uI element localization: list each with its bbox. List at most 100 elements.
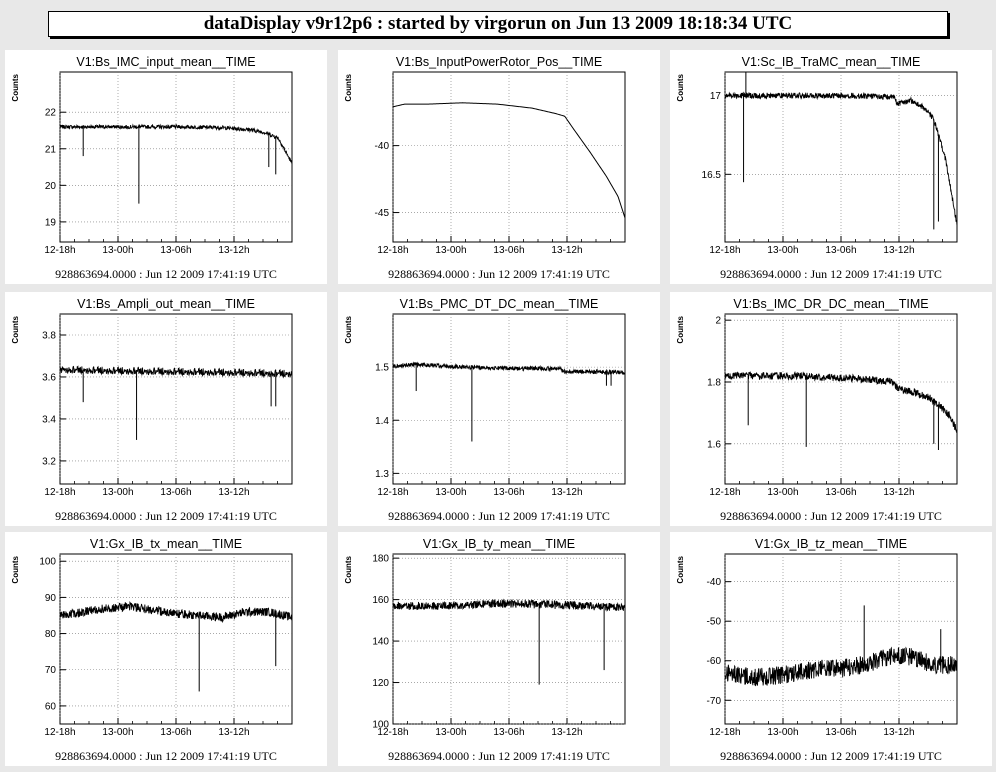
x-tick-label: 12-18h — [709, 727, 740, 738]
chart-panel: V1:Gx_IB_tz_mean__TIME 12-18h 13-00h 13-06h… — [670, 532, 992, 766]
x-tick-label: 13-06h — [160, 487, 191, 498]
x-tick-label: 13-00h — [102, 487, 133, 498]
chart-title: V1:Bs_InputPowerRotor_Pos__TIME — [396, 55, 602, 69]
x-tick-label: 12-18h — [377, 727, 408, 738]
x-tick-label: 12-18h — [709, 487, 740, 498]
chart-title: V1:Bs_PMC_DT_DC_mean__TIME — [400, 297, 599, 311]
x-tick-label: 12-18h — [377, 245, 408, 256]
y-tick-label: 160 — [372, 595, 389, 606]
x-tick-label: 13-00h — [435, 727, 466, 738]
y-tick-label: 120 — [372, 678, 389, 689]
y-tick-label: 1.6 — [707, 439, 721, 450]
y-tick-label: 17 — [710, 91, 722, 102]
y-tick-label: 100 — [372, 720, 389, 731]
x-tick-label: 13-06h — [493, 727, 524, 738]
y-tick-label: 19 — [45, 217, 57, 228]
data-series-line — [393, 102, 625, 219]
y-tick-label: -40 — [375, 141, 390, 152]
chart-footer: 928863694.0000 : Jun 12 2009 17:41:19 UT… — [55, 509, 277, 523]
y-tick-label: 80 — [45, 629, 57, 640]
x-tick-label: 12-18h — [709, 245, 740, 256]
y-axis-label: Counts — [676, 555, 685, 583]
y-tick-label: -40 — [707, 577, 722, 588]
x-tick-label: 13-06h — [493, 245, 524, 256]
chart-title: V1:Bs_IMC_DR_DC_mean__TIME — [733, 297, 928, 311]
chart-panel: V1:Gx_IB_tx_mean__TIME 12-18h 13-00h 13-06h… — [5, 532, 327, 766]
chart-footer: 928863694.0000 : Jun 12 2009 17:41:19 UT… — [720, 267, 942, 281]
data-series-line — [725, 91, 957, 226]
series-group — [60, 123, 292, 204]
chart-title: V1:Gx_IB_tx_mean__TIME — [90, 537, 242, 551]
series-group — [393, 361, 625, 442]
chart-svg: V1:Bs_PMC_DT_DC_mean__TIME 12-18h 13-00h 13… — [344, 297, 626, 523]
y-tick-label: 3.6 — [42, 372, 56, 383]
chart-footer: 928863694.0000 : Jun 12 2009 17:41:19 UT… — [388, 509, 610, 523]
x-tick-label: 13-00h — [435, 245, 466, 256]
y-tick-label: 16.5 — [702, 170, 722, 181]
y-tick-label: 1.5 — [375, 363, 389, 374]
chart-title: V1:Bs_IMC_input_mean__TIME — [76, 55, 255, 69]
y-tick-label: 1.3 — [375, 469, 389, 480]
chart-svg: V1:Bs_Ampli_out_mean__TIME 12-18h 13-00h 13… — [11, 297, 293, 523]
chart-panel: V1:Bs_Ampli_out_mean__TIME 12-18h 13-00h 13… — [5, 292, 327, 526]
x-tick-label: 12-18h — [44, 727, 75, 738]
chart-svg: V1:Bs_IMC_input_mean__TIME 12-18h 13-00h 13… — [11, 55, 293, 281]
x-tick-label: 13-12h — [551, 727, 582, 738]
y-tick-label: 140 — [372, 637, 389, 648]
chart-title: V1:Sc_IB_TraMC_mean__TIME — [742, 55, 921, 69]
chart-title: V1:Gx_IB_tz_mean__TIME — [755, 537, 907, 551]
y-axis-label: Counts — [11, 73, 20, 101]
chart-svg: V1:Bs_IMC_DR_DC_mean__TIME 12-18h 13-00h 13… — [676, 297, 958, 523]
y-tick-label: 20 — [45, 181, 57, 192]
y-tick-label: 22 — [45, 108, 57, 119]
y-tick-label: 21 — [45, 144, 57, 155]
chart-svg: V1:Gx_IB_tz_mean__TIME 12-18h 13-00h 13-06h… — [676, 537, 958, 763]
x-tick-label: 13-00h — [102, 245, 133, 256]
series-group — [393, 102, 625, 219]
data-series-line — [725, 370, 957, 433]
chart-svg: V1:Bs_InputPowerRotor_Pos__TIME 12-18h 13-… — [344, 55, 626, 281]
x-tick-label: 13-00h — [767, 245, 798, 256]
x-tick-label: 13-00h — [767, 727, 798, 738]
x-tick-label: 13-12h — [218, 727, 249, 738]
y-tick-label: 100 — [39, 557, 56, 568]
x-tick-label: 13-12h — [218, 487, 249, 498]
chart-footer: 928863694.0000 : Jun 12 2009 17:41:19 UT… — [55, 749, 277, 763]
x-tick-label: 13-06h — [825, 245, 856, 256]
data-series-line — [725, 646, 957, 687]
x-tick-label: 13-06h — [825, 487, 856, 498]
chart-panel: V1:Bs_PMC_DT_DC_mean__TIME 12-18h 13-00h 13… — [338, 292, 660, 526]
series-group — [393, 598, 625, 685]
y-axis-label: Counts — [676, 315, 685, 343]
x-tick-label: 13-00h — [435, 487, 466, 498]
chart-svg: V1:Gx_IB_tx_mean__TIME 12-18h 13-00h 13-06h… — [11, 537, 293, 763]
series-group — [725, 370, 957, 450]
x-tick-label: 13-06h — [825, 727, 856, 738]
y-tick-label: -60 — [707, 656, 722, 667]
y-tick-label: 1.8 — [707, 378, 721, 389]
chart-svg: V1:Sc_IB_TraMC_mean__TIME 12-18h 13-00h 13-… — [676, 55, 958, 281]
chart-footer: 928863694.0000 : Jun 12 2009 17:41:19 UT… — [388, 267, 610, 281]
y-tick-label: 2 — [715, 316, 721, 327]
x-tick-label: 13-06h — [493, 487, 524, 498]
y-tick-label: 60 — [45, 701, 57, 712]
data-series-line — [60, 601, 292, 624]
chart-panel: V1:Sc_IB_TraMC_mean__TIME 12-18h 13-00h 13-… — [670, 50, 992, 284]
y-tick-label: 180 — [372, 554, 389, 565]
data-series-line — [393, 598, 625, 612]
y-axis-label: Counts — [344, 555, 353, 583]
x-tick-label: 12-18h — [377, 487, 408, 498]
x-tick-label: 13-06h — [160, 245, 191, 256]
data-series-line — [393, 361, 625, 376]
chart-panel: V1:Bs_IMC_DR_DC_mean__TIME 12-18h 13-00h 13… — [670, 292, 992, 526]
page-title: dataDisplay v9r12p6 : started by virgoru… — [48, 11, 948, 37]
x-tick-label: 13-00h — [102, 727, 133, 738]
y-tick-label: 70 — [45, 665, 57, 676]
x-tick-label: 13-12h — [218, 245, 249, 256]
chart-footer: 928863694.0000 : Jun 12 2009 17:41:19 UT… — [720, 749, 942, 763]
data-series-line — [60, 365, 292, 379]
y-tick-label: -70 — [707, 696, 722, 707]
y-axis-label: Counts — [676, 73, 685, 101]
chart-panel: V1:Bs_IMC_input_mean__TIME 12-18h 13-00h 13… — [5, 50, 327, 284]
